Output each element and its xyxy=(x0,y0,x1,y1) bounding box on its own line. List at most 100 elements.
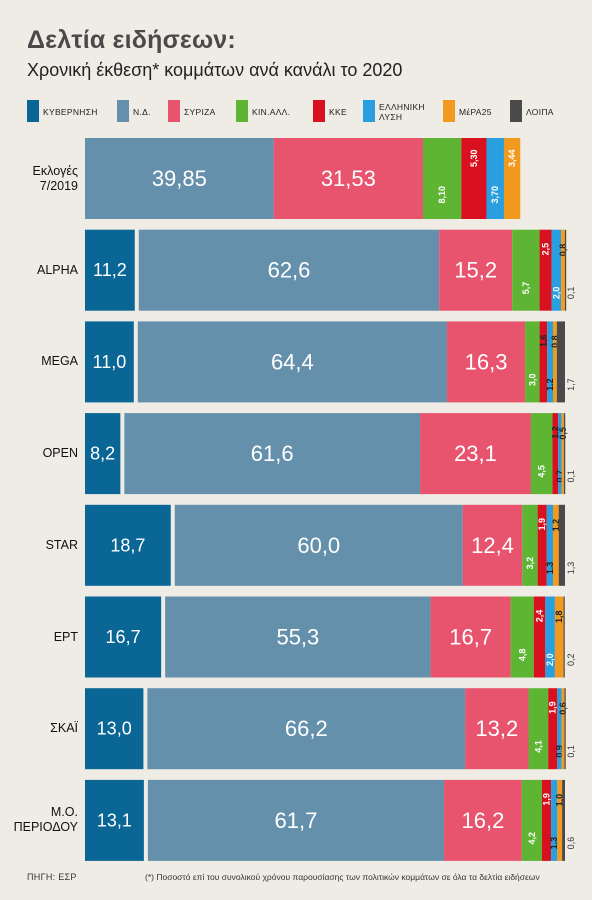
bar-value-label: 16,7 xyxy=(106,627,141,647)
bar-value-label: 66,2 xyxy=(285,716,328,741)
bar-segment xyxy=(165,596,431,678)
bar-segment xyxy=(562,779,565,861)
bar-segment xyxy=(525,321,540,403)
bar-segment xyxy=(557,688,562,770)
bar-segment xyxy=(465,688,529,770)
bar-segment xyxy=(564,688,566,770)
bar-value-label: 4,2 xyxy=(527,832,537,845)
bar-value-label: 2,0 xyxy=(545,653,555,666)
bar-value-label: 4,1 xyxy=(533,740,543,753)
bar-segment xyxy=(420,413,531,495)
row-label: ΣΚΑΪ xyxy=(50,721,78,736)
bar-segment xyxy=(558,504,565,586)
bar-value-label: 13,0 xyxy=(97,719,132,739)
bar-value-label: 31,53 xyxy=(321,166,376,191)
bar-segment xyxy=(439,229,513,311)
bar-value-label: 3,0 xyxy=(527,373,537,386)
legend-swatch xyxy=(168,100,180,122)
bar-segment xyxy=(486,138,504,219)
bar-segment xyxy=(503,138,521,219)
legend-label: ΜέΡΑ25 xyxy=(459,107,492,117)
bar-value-label: 1,9 xyxy=(548,701,558,714)
bar-value-label: 0,5 xyxy=(558,427,568,440)
bar-segment xyxy=(137,321,447,403)
bar-value-label: 15,2 xyxy=(454,258,497,283)
bar-value-label: 4,5 xyxy=(537,465,547,478)
bar-segment xyxy=(147,688,466,770)
bar-segment xyxy=(556,321,565,403)
bar-value-label: 1,0 xyxy=(555,794,565,807)
bar-segment xyxy=(539,229,552,311)
bar-value-label: 0,6 xyxy=(558,702,568,715)
bar-value-label: 3,2 xyxy=(525,557,535,570)
bar-segment xyxy=(273,138,423,219)
bar-value-label: 2,4 xyxy=(535,610,545,623)
bar-value-label: 0,2 xyxy=(566,653,576,666)
bar-segment xyxy=(539,321,548,403)
bar-segment xyxy=(85,229,135,311)
bar-value-label: 0,9 xyxy=(554,745,564,758)
bar-segment xyxy=(561,413,565,495)
bar-value-label: 1,3 xyxy=(549,837,559,850)
bar-segment xyxy=(541,779,552,861)
bar-value-label: 55,3 xyxy=(276,625,319,650)
bar-segment xyxy=(551,229,562,311)
bar-value-label: 39,85 xyxy=(152,166,207,191)
bar-value-label: 60,0 xyxy=(297,533,340,558)
bar-value-label: 0,1 xyxy=(566,745,576,758)
bar-value-label: 5,30 xyxy=(469,149,479,167)
bar-value-label: 16,7 xyxy=(449,625,492,650)
bar-segment xyxy=(510,596,534,678)
bar-value-label: 16,2 xyxy=(462,808,505,833)
bar-segment xyxy=(561,688,565,770)
bar-value-label: 0,8 xyxy=(550,335,560,348)
bar-segment xyxy=(444,779,522,861)
bar-segment xyxy=(546,504,553,586)
bar-value-label: 5,7 xyxy=(521,282,531,295)
bar-segment xyxy=(547,321,553,403)
bar-segment xyxy=(461,138,487,219)
bar-value-label: 1,9 xyxy=(537,518,547,531)
bar-segment xyxy=(548,688,558,770)
bar-segment xyxy=(528,688,549,770)
bar-segment xyxy=(174,504,463,586)
bar-segment xyxy=(446,321,526,403)
bar-segment xyxy=(124,413,421,495)
bar-value-label: 11,0 xyxy=(93,352,127,372)
bar-value-label: 3,70 xyxy=(490,186,500,204)
legend-label: ΕΛΛΗΝΙΚΗ ΛΥΣΗ xyxy=(379,102,425,122)
bar-value-label: 1,3 xyxy=(545,562,555,575)
bar-segment xyxy=(561,229,565,311)
legend-swatch xyxy=(313,100,325,122)
legend-label: ΚΙΝ.ΑΛΛ. xyxy=(252,107,291,117)
bar-segment xyxy=(147,779,445,861)
bar-segment xyxy=(545,596,555,678)
bar-segment xyxy=(564,413,566,495)
bar-value-label: 2,5 xyxy=(541,243,551,256)
row-label: OPEN xyxy=(42,446,78,461)
bar-value-label: 0,7 xyxy=(555,470,565,483)
bar-value-label: 1,8 xyxy=(554,610,564,623)
footnote: (*) Ποσοστό επί του συνολικού χρόνου παρ… xyxy=(145,872,540,882)
bar-segment xyxy=(85,413,121,495)
bar-value-label: 2,0 xyxy=(551,287,561,300)
bar-segment xyxy=(85,321,134,403)
row-label: STAR xyxy=(45,537,78,552)
bar-value-label: 8,10 xyxy=(437,186,447,204)
bar-segment xyxy=(522,504,538,586)
bar-value-label: 64,4 xyxy=(271,349,314,374)
legend-label: ΚΚΕ xyxy=(329,107,347,117)
bar-value-label: 16,3 xyxy=(465,349,508,374)
bar-value-label: 13,1 xyxy=(97,810,132,830)
bar-value-label: 1,6 xyxy=(538,335,548,348)
bar-value-label: 61,7 xyxy=(275,808,318,833)
bar-value-label: 0,1 xyxy=(566,287,576,300)
bar-segment xyxy=(85,504,171,586)
legend-label: Ν.Δ. xyxy=(133,107,151,117)
bar-segment xyxy=(565,229,567,311)
bar-segment xyxy=(533,596,546,678)
row-label: MEGA xyxy=(41,354,78,369)
row-label: ALPHA xyxy=(37,262,78,277)
bar-segment xyxy=(462,504,523,586)
bar-segment xyxy=(557,779,563,861)
